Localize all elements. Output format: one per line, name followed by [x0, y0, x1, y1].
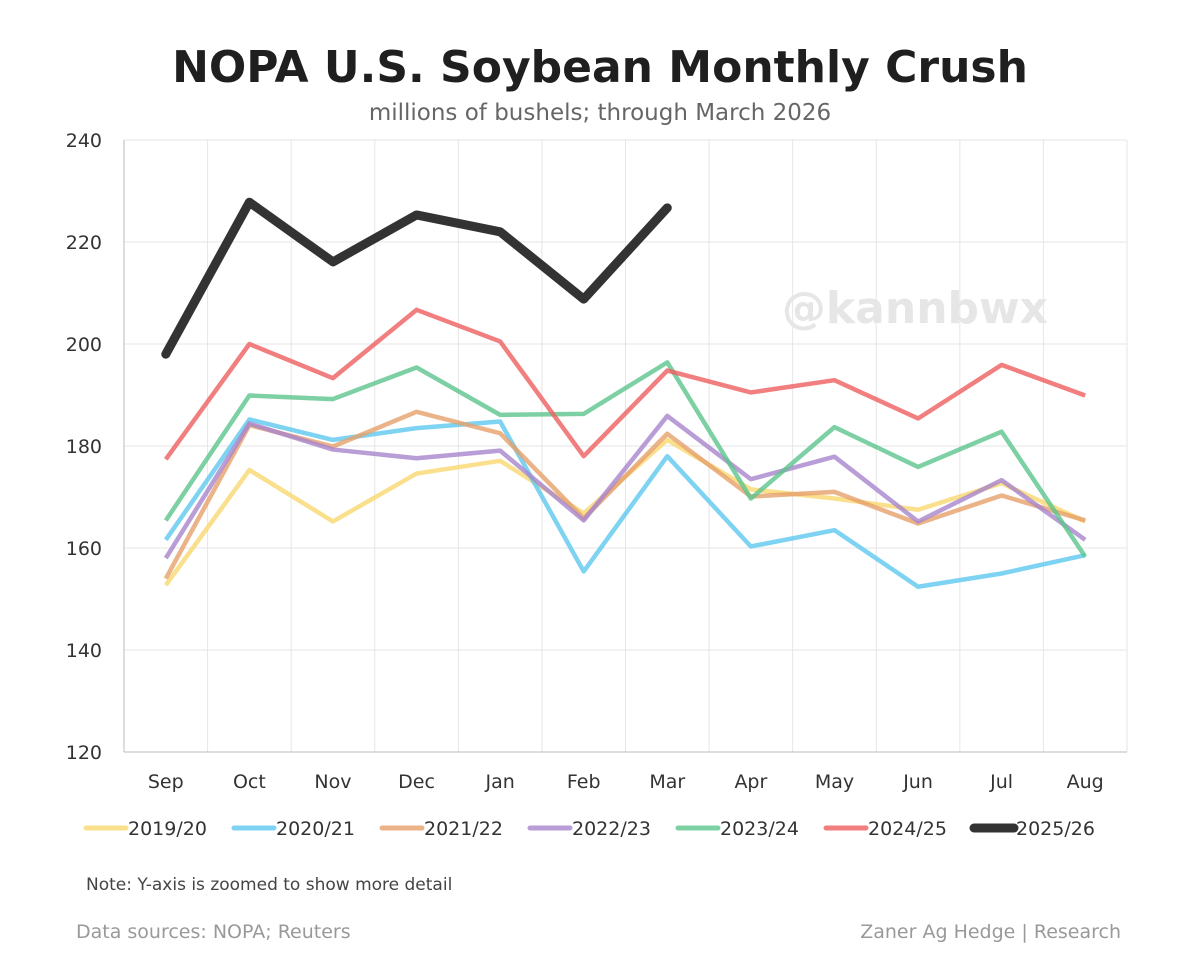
axis-note: Note: Y-axis is zoomed to show more deta… [86, 875, 453, 895]
x-tick-label: Apr [734, 771, 767, 793]
series-line-2022-23 [163, 413, 1087, 560]
chart-subtitle: millions of bushels; through March 2026 [368, 100, 832, 126]
x-tick-label: Feb [567, 771, 601, 793]
legend-label: 2021/22 [424, 818, 503, 840]
series-line-2025-26 [161, 197, 672, 359]
credit: Zaner Ag Hedge | Research [860, 921, 1121, 943]
series-line-2023-24 [163, 360, 1088, 558]
legend-label: 2022/23 [572, 818, 651, 840]
series-line-2024-25 [163, 307, 1086, 461]
legend-label: 2020/21 [276, 818, 355, 840]
x-tick-label: Mar [649, 771, 685, 793]
y-tick-label: 160 [66, 538, 102, 560]
x-tick-label: Aug [1067, 771, 1104, 793]
y-tick-label: 240 [66, 130, 102, 152]
x-tick-label: May [815, 771, 854, 793]
legend-label: 2025/26 [1016, 818, 1095, 840]
x-tick-label: Sep [148, 771, 184, 793]
legend-label: 2023/24 [720, 818, 799, 840]
watermark: @kannbwx [782, 283, 1048, 334]
x-tick-label: Jul [989, 771, 1013, 793]
y-tick-label: 140 [66, 640, 102, 662]
x-tick-label: Jan [484, 771, 514, 793]
x-tick-label: Dec [398, 771, 435, 793]
data-source: Data sources: NOPA; Reuters [76, 921, 351, 943]
y-tick-label: 220 [66, 232, 102, 254]
series-line-2020-21 [163, 417, 1086, 590]
y-tick-label: 180 [66, 436, 102, 458]
x-tick-label: Oct [233, 771, 266, 793]
x-tick-label: Jun [902, 771, 933, 793]
chart-title: NOPA U.S. Soybean Monthly Crush [172, 42, 1028, 93]
legend-label: 2019/20 [128, 818, 207, 840]
x-tick-label: Nov [314, 771, 351, 793]
y-tick-label: 200 [66, 334, 102, 356]
legend-label: 2024/25 [868, 818, 947, 840]
y-tick-label: 120 [66, 742, 102, 764]
